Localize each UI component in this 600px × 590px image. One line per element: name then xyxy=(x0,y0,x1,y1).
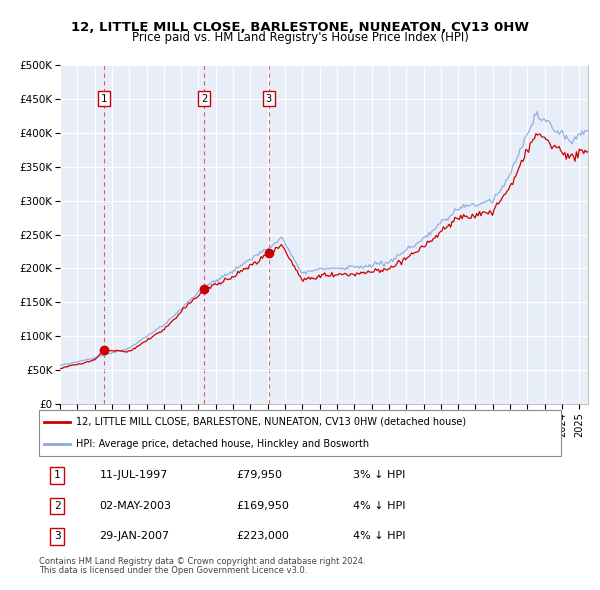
Text: £169,950: £169,950 xyxy=(236,501,290,511)
Text: 3% ↓ HPI: 3% ↓ HPI xyxy=(353,470,405,480)
Text: 4% ↓ HPI: 4% ↓ HPI xyxy=(353,532,406,542)
Text: 29-JAN-2007: 29-JAN-2007 xyxy=(100,532,169,542)
Text: £223,000: £223,000 xyxy=(236,532,290,542)
Text: Price paid vs. HM Land Registry's House Price Index (HPI): Price paid vs. HM Land Registry's House … xyxy=(131,31,469,44)
Text: 2: 2 xyxy=(54,501,61,511)
Text: This data is licensed under the Open Government Licence v3.0.: This data is licensed under the Open Gov… xyxy=(39,566,307,575)
Text: 2: 2 xyxy=(201,94,208,104)
Text: 4% ↓ HPI: 4% ↓ HPI xyxy=(353,501,406,511)
Text: 1: 1 xyxy=(101,94,107,104)
FancyBboxPatch shape xyxy=(38,410,562,456)
Text: 3: 3 xyxy=(54,532,61,542)
Text: 12, LITTLE MILL CLOSE, BARLESTONE, NUNEATON, CV13 0HW: 12, LITTLE MILL CLOSE, BARLESTONE, NUNEA… xyxy=(71,21,529,34)
Text: 11-JUL-1997: 11-JUL-1997 xyxy=(100,470,168,480)
Text: 12, LITTLE MILL CLOSE, BARLESTONE, NUNEATON, CV13 0HW (detached house): 12, LITTLE MILL CLOSE, BARLESTONE, NUNEA… xyxy=(76,417,466,427)
Text: 1: 1 xyxy=(54,470,61,480)
Text: Contains HM Land Registry data © Crown copyright and database right 2024.: Contains HM Land Registry data © Crown c… xyxy=(39,557,365,566)
Text: 3: 3 xyxy=(266,94,272,104)
Text: 02-MAY-2003: 02-MAY-2003 xyxy=(100,501,172,511)
Text: £79,950: £79,950 xyxy=(236,470,283,480)
Text: HPI: Average price, detached house, Hinckley and Bosworth: HPI: Average price, detached house, Hinc… xyxy=(76,439,369,449)
